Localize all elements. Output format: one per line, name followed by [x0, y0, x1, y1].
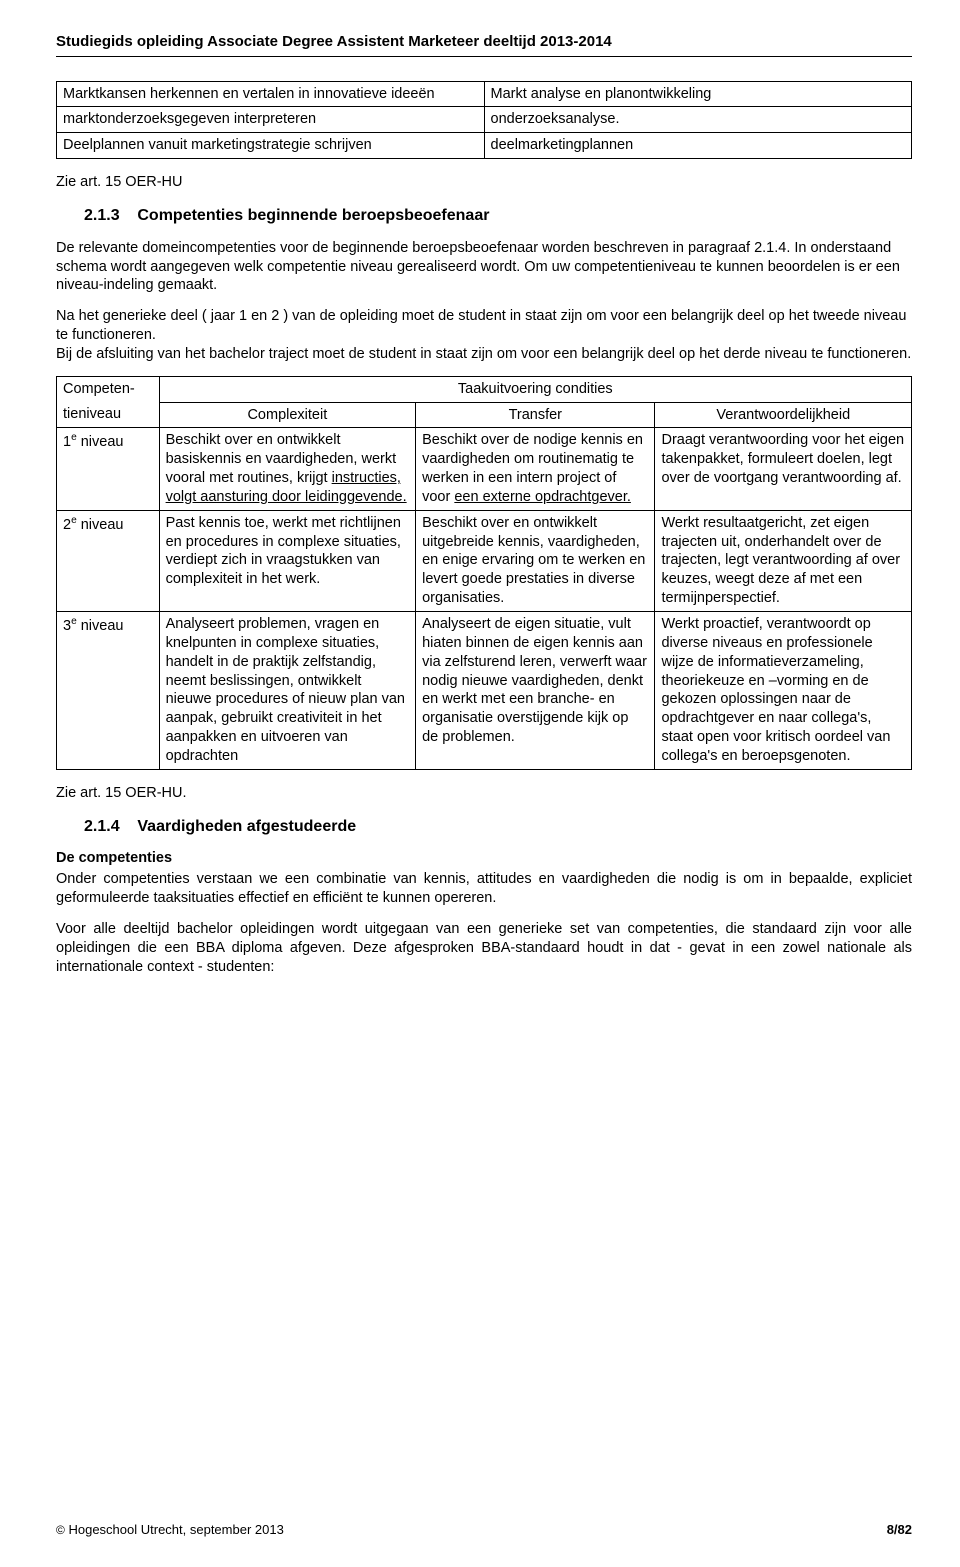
table-row: Marktkansen herkennen en vertalen in inn… [57, 81, 912, 107]
mapping-left: marktonderzoeksgegeven interpreteren [57, 107, 485, 133]
body-paragraph: Onder competenties verstaan we een combi… [56, 870, 912, 908]
mapping-table: Marktkansen herkennen en vertalen in inn… [56, 81, 912, 160]
mapping-right: onderzoeksanalyse. [484, 107, 912, 133]
body-paragraph: Na het generieke deel ( jaar 1 en 2 ) va… [56, 307, 912, 345]
section-title: Competenties beginnende beroepsbeoefenaa… [137, 207, 489, 224]
footer-left-text: Hogeschool Utrecht, september 2013 [68, 1522, 283, 1537]
mapping-right: deelmarketingplannen [484, 133, 912, 159]
complexiteit-cell: Beschikt over en ontwikkelt basiskennis … [159, 428, 416, 510]
header-verantwoordelijkheid: Verantwoordelijkheid [655, 402, 912, 428]
table-row: 3e niveau Analyseert problemen, vragen e… [57, 612, 912, 770]
page: Studiegids opleiding Associate Degree As… [0, 0, 960, 1567]
header-transfer: Transfer [416, 402, 655, 428]
transfer-cell: Analyseert de eigen situatie, vult hiate… [416, 612, 655, 770]
reference-note: Zie art. 15 OER-HU [56, 173, 912, 192]
table-row: marktonderzoeksgegeven interpreteren ond… [57, 107, 912, 133]
section-number: 2.1.3 [84, 207, 120, 224]
copyright-icon: © [56, 1523, 65, 1537]
header-cell: Competen- [57, 376, 160, 402]
verantw-cell: Draagt verantwoording voor het eigen tak… [655, 428, 912, 510]
section-number: 2.1.4 [84, 818, 120, 835]
table-row: 1e niveau Beschikt over en ontwikkelt ba… [57, 428, 912, 510]
level-cell: 3e niveau [57, 612, 160, 770]
level-suffix: niveau [77, 618, 124, 634]
verantw-cell: Werkt resultaatgericht, zet eigen trajec… [655, 510, 912, 611]
level-num: 1 [63, 434, 71, 450]
complexiteit-cell: Analyseert problemen, vragen en knelpunt… [159, 612, 416, 770]
header-cell: Taakuitvoering condities [159, 376, 911, 402]
cell-text-underline: een externe opdrachtgever. [454, 489, 631, 505]
page-header-title: Studiegids opleiding Associate Degree As… [56, 32, 912, 52]
body-paragraph: Voor alle deeltijd bachelor opleidingen … [56, 920, 912, 977]
verantw-cell: Werkt proactief, verantwoordt op diverse… [655, 612, 912, 770]
section-title: Vaardigheden afgestudeerde [137, 818, 356, 835]
transfer-cell: Beschikt over de nodige kennis en vaardi… [416, 428, 655, 510]
page-number: 8/82 [887, 1522, 912, 1539]
sub-heading: De competenties [56, 849, 912, 868]
section-heading: 2.1.3 Competenties beginnende beroepsbeo… [84, 206, 912, 227]
header-complexiteit: Complexiteit [159, 402, 416, 428]
header-cell: tieniveau [57, 402, 160, 428]
transfer-cell: Beschikt over en ontwikkelt uitgebreide … [416, 510, 655, 611]
table-header-row: Competen- Taakuitvoering condities [57, 376, 912, 402]
level-num: 2 [63, 517, 71, 533]
footer-left: © Hogeschool Utrecht, september 2013 [56, 1522, 284, 1539]
mapping-left: Deelplannen vanuit marketingstrategie sc… [57, 133, 485, 159]
reference-note: Zie art. 15 OER-HU. [56, 784, 912, 803]
level-num: 3 [63, 618, 71, 634]
mapping-left: Marktkansen herkennen en vertalen in inn… [57, 81, 485, 107]
table-row: Deelplannen vanuit marketingstrategie sc… [57, 133, 912, 159]
level-suffix: niveau [77, 434, 124, 450]
section-heading: 2.1.4 Vaardigheden afgestudeerde [84, 817, 912, 838]
page-footer: © Hogeschool Utrecht, september 2013 8/8… [56, 1522, 912, 1539]
header-rule [56, 56, 912, 57]
level-suffix: niveau [77, 517, 124, 533]
complexiteit-cell: Past kennis toe, werkt met richtlijnen e… [159, 510, 416, 611]
body-paragraph: De relevante domeincompetenties voor de … [56, 239, 912, 296]
paragraph-span: Na het generieke deel ( jaar 1 en 2 ) va… [56, 308, 906, 343]
body-paragraph: Bij de afsluiting van het bachelor traje… [56, 345, 912, 364]
table-subheader-row: tieniveau Complexiteit Transfer Verantwo… [57, 402, 912, 428]
mapping-right: Markt analyse en planontwikkeling [484, 81, 912, 107]
levels-table: Competen- Taakuitvoering condities tieni… [56, 376, 912, 770]
table-row: 2e niveau Past kennis toe, werkt met ric… [57, 510, 912, 611]
level-cell: 2e niveau [57, 510, 160, 611]
level-cell: 1e niveau [57, 428, 160, 510]
